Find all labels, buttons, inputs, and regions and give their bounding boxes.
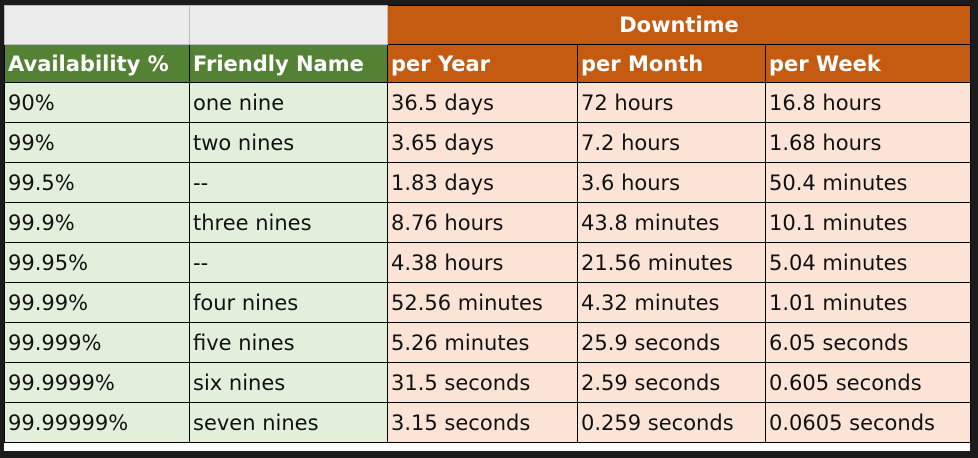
availability-cell: 99.9999%	[4, 362, 190, 403]
per-week-cell: 1.01 minutes	[764, 282, 972, 323]
per-month-cell: 0.259 seconds	[577, 402, 766, 443]
per-year-cell: 3.15 seconds	[387, 402, 578, 443]
per-week-cell: 16.8 hours	[764, 82, 972, 123]
blank-header-cell	[189, 5, 388, 45]
table-row: 99.99% four nines 52.56 minutes 4.32 min…	[4, 282, 972, 323]
availability-cell: 99.99%	[4, 282, 190, 323]
table-row: 99.999% five nines 5.26 minutes 25.9 sec…	[4, 322, 972, 363]
per-week-cell: 6.05 seconds	[764, 322, 972, 363]
per-year-cell: 1.83 days	[387, 162, 578, 203]
per-month-cell: 2.59 seconds	[577, 362, 766, 403]
per-month-cell: 43.8 minutes	[577, 202, 766, 243]
table-body: Downtime Availability % Friendly Name pe…	[4, 5, 972, 443]
col-header-friendly-name: Friendly Name	[189, 44, 388, 83]
per-month-cell: 3.6 hours	[577, 162, 766, 203]
availability-cell: 99.999%	[4, 322, 190, 363]
friendly-name-cell: six nines	[189, 362, 388, 403]
availability-cell: 99.9%	[4, 202, 190, 243]
per-week-cell: 0.605 seconds	[764, 362, 972, 403]
col-header-per-year: per Year	[387, 44, 578, 83]
downtime-group-header: Downtime	[386, 5, 972, 45]
friendly-name-cell: three nines	[189, 202, 388, 243]
per-year-cell: 8.76 hours	[387, 202, 578, 243]
per-year-cell: 52.56 minutes	[387, 282, 578, 323]
friendly-name-cell: two nines	[189, 122, 388, 163]
availability-cell: 99.95%	[4, 242, 190, 283]
friendly-name-cell: --	[189, 242, 388, 283]
col-header-per-week: per Week	[764, 44, 972, 83]
table-row: 99.9999% six nines 31.5 seconds 2.59 sec…	[4, 362, 972, 403]
per-month-cell: 25.9 seconds	[577, 322, 766, 363]
table-row: 99.99999% seven nines 3.15 seconds 0.259…	[4, 402, 972, 443]
table-row: 99.95% -- 4.38 hours 21.56 minutes 5.04 …	[4, 242, 972, 283]
per-month-cell: 7.2 hours	[577, 122, 766, 163]
per-month-cell: 4.32 minutes	[577, 282, 766, 323]
friendly-name-cell: --	[189, 162, 388, 203]
availability-downtime-table: Downtime Availability % Friendly Name pe…	[4, 5, 972, 443]
table-row: 90% one nine 36.5 days 72 hours 16.8 hou…	[4, 82, 972, 123]
per-year-cell: 31.5 seconds	[387, 362, 578, 403]
per-week-cell: 5.04 minutes	[764, 242, 972, 283]
table-row: 99.5% -- 1.83 days 3.6 hours 50.4 minute…	[4, 162, 972, 203]
table-row: 99.9% three nines 8.76 hours 43.8 minute…	[4, 202, 972, 243]
table-row: 99% two nines 3.65 days 7.2 hours 1.68 h…	[4, 122, 972, 163]
availability-cell: 99.99999%	[4, 402, 190, 443]
per-week-cell: 50.4 minutes	[764, 162, 972, 203]
per-week-cell: 1.68 hours	[764, 122, 972, 163]
per-year-cell: 3.65 days	[387, 122, 578, 163]
friendly-name-cell: four nines	[189, 282, 388, 323]
col-header-per-month: per Month	[577, 44, 766, 83]
blank-header-cell	[4, 5, 190, 45]
downtime-band-row: Downtime	[4, 5, 972, 45]
friendly-name-cell: one nine	[189, 82, 388, 123]
availability-cell: 99%	[4, 122, 190, 163]
per-week-cell: 0.0605 seconds	[764, 402, 972, 443]
per-year-cell: 36.5 days	[387, 82, 578, 123]
friendly-name-cell: seven nines	[189, 402, 388, 443]
per-month-cell: 72 hours	[577, 82, 766, 123]
per-year-cell: 4.38 hours	[387, 242, 578, 283]
col-header-availability: Availability %	[4, 44, 190, 83]
availability-table-frame: Downtime Availability % Friendly Name pe…	[4, 5, 972, 451]
per-week-cell: 10.1 minutes	[764, 202, 972, 243]
availability-cell: 90%	[4, 82, 190, 123]
friendly-name-cell: five nines	[189, 322, 388, 363]
column-header-row: Availability % Friendly Name per Year pe…	[4, 44, 972, 83]
per-year-cell: 5.26 minutes	[387, 322, 578, 363]
per-month-cell: 21.56 minutes	[577, 242, 766, 283]
availability-cell: 99.5%	[4, 162, 190, 203]
